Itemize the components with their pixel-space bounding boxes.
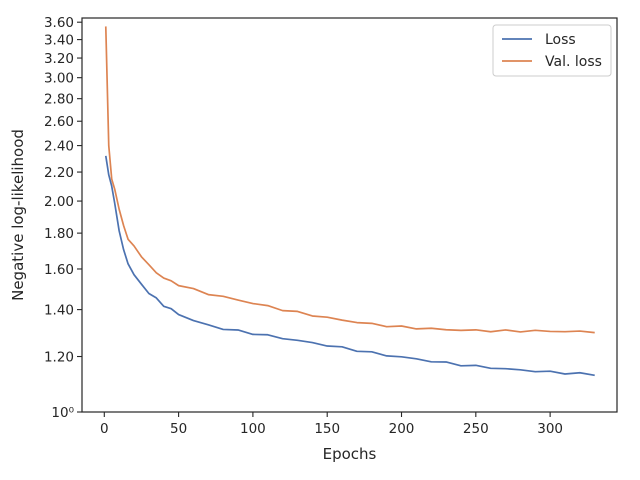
x-tick-label: 200 [389,421,415,437]
legend: Loss Val. loss [492,24,612,77]
series-line-val-loss [104,26,595,334]
y-tick-label: 2.00 [44,194,74,210]
x-tick-label: 250 [463,421,489,437]
y-tick-label: 1.60 [44,262,74,278]
y-tick-label: 2.80 [44,92,74,108]
x-tick-label: 100 [240,421,266,437]
y-tick-label: 3.40 [44,33,74,49]
x-axis-label: Epochs [323,445,377,463]
legend-label-val-loss: Val. loss [545,54,602,70]
x-tick-label: 0 [100,421,109,437]
plot-area [82,18,617,412]
legend-label-loss: Loss [545,32,576,48]
x-tick-label: 150 [314,421,340,437]
y-tick-label: 3.60 [44,15,74,31]
y-tick-label: 10⁰ [51,405,74,421]
series-line-loss [104,155,595,377]
y-tick-label: 3.00 [44,71,74,87]
y-tick-label: 1.80 [44,226,74,242]
x-tick-label: 50 [170,421,187,437]
y-tick-label: 1.20 [44,350,74,366]
y-tick-label: 2.20 [44,165,74,181]
y-tick-label: 2.40 [44,139,74,155]
plot-frame [81,17,618,413]
y-tick-label: 2.60 [44,114,74,130]
y-tick-label: 3.20 [44,51,74,67]
series-layer [104,26,595,377]
y-axis-label: Negative log-likelihood [9,129,27,301]
x-tick-label: 300 [537,421,563,437]
y-tick-label: 1.40 [44,303,74,319]
legend-box [492,24,612,77]
tick-layer: 0 50 100 150 200 250 300 10⁰ 1.20 1.40 1.60 1.80 2.0… [44,15,563,437]
